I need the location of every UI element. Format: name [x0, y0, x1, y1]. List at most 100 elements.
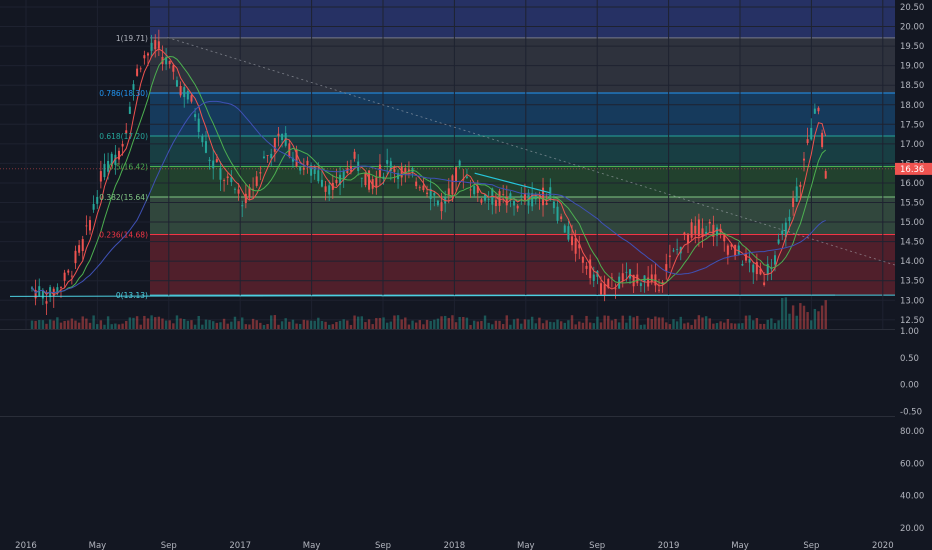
- volume-bar: [132, 317, 135, 329]
- candle-body: [328, 185, 331, 195]
- candle-body: [114, 154, 117, 165]
- volume-bar: [38, 320, 41, 329]
- candle-body: [636, 274, 639, 284]
- candle-body: [556, 206, 559, 221]
- volume-bar: [607, 315, 610, 329]
- candle-body: [429, 188, 432, 200]
- trend-lines[interactable]: [9, 37, 896, 297]
- volume-bar: [186, 320, 190, 329]
- candle-body: [581, 256, 584, 263]
- price-tick-label: 13.00: [900, 296, 924, 306]
- candle-body: [585, 265, 588, 269]
- candle-body: [813, 108, 816, 114]
- volume-bar: [523, 319, 527, 329]
- fib-level-label: 0.5(16.42): [109, 163, 148, 172]
- candle-body: [154, 40, 157, 50]
- candle-body: [476, 186, 479, 193]
- price-tick-label: 18.00: [900, 101, 924, 111]
- candle-body: [273, 138, 276, 152]
- fibonacci-labels: 1(19.71) 0.786(18.30) 0.618(17.20) 0.5(16.4…: [99, 34, 148, 300]
- candle-body: [777, 239, 780, 244]
- volume-bar: [636, 315, 639, 329]
- candle-body: [694, 225, 697, 234]
- candle-body: [364, 172, 367, 186]
- volume-bar: [157, 316, 161, 329]
- time-axis[interactable]: 2016 May Sep 2017 May Sep 2018 May Sep 2019 May Sep…: [0, 538, 932, 550]
- volume-bar: [34, 320, 37, 329]
- candle-body: [705, 231, 708, 234]
- volume-bar: [733, 323, 737, 329]
- candle-body: [386, 160, 389, 164]
- volume-bar: [168, 320, 171, 329]
- volume-bar: [367, 319, 371, 329]
- candle-body: [516, 205, 519, 209]
- volume-bar: [378, 317, 382, 329]
- price-axis[interactable]: 20.50 20.00 19.50 19.00 18.50 18.00 17.50 17.00…: [895, 0, 932, 538]
- volume-bar: [251, 318, 255, 329]
- candle-body: [255, 176, 258, 186]
- fib-zone-upper: [150, 0, 895, 38]
- rsi-pane[interactable]: [0, 416, 895, 538]
- volume-bar: [183, 319, 186, 329]
- candle-body: [676, 249, 679, 250]
- candle-body: [498, 191, 501, 206]
- candle-body: [223, 180, 226, 182]
- volume-bar: [273, 315, 277, 329]
- candle-body: [335, 179, 338, 184]
- candle-body: [281, 134, 284, 141]
- ma-medium-line: [31, 55, 827, 294]
- candle-body: [360, 177, 363, 179]
- candle-body: [469, 189, 472, 191]
- candle-body: [632, 274, 635, 287]
- volume-bar: [212, 321, 215, 329]
- volume-bar: [179, 318, 182, 329]
- candle-body: [578, 244, 581, 249]
- support-line: [9, 294, 836, 297]
- volume-bar: [646, 317, 650, 329]
- ma-slow-line: [31, 100, 826, 294]
- volume-bar: [505, 315, 508, 329]
- volume-bar: [701, 317, 704, 329]
- rsi-axis[interactable]: 80.00 60.00 40.00 20.00: [900, 427, 924, 534]
- candle-body: [172, 65, 175, 72]
- volume-bar: [324, 321, 327, 329]
- fib-zone: [150, 93, 895, 137]
- candle-body: [788, 216, 791, 221]
- fibonacci-retracement[interactable]: [150, 0, 895, 296]
- volume-bar: [117, 324, 121, 329]
- volume-bar: [146, 318, 150, 329]
- volume-bar: [364, 322, 367, 329]
- volume-bar: [414, 322, 418, 329]
- macd-tick-label: 0.50: [900, 354, 919, 364]
- volume-bar: [661, 317, 664, 329]
- candle-body: [534, 195, 537, 200]
- volume-bar: [603, 315, 606, 329]
- volume-bar: [538, 317, 541, 329]
- volume-bar: [683, 323, 686, 329]
- candle-body: [342, 170, 345, 179]
- ma-fast-line: [31, 48, 827, 296]
- macd-axis[interactable]: 1.00 0.50 0.00 -0.50: [900, 327, 922, 417]
- candle-body: [643, 275, 646, 283]
- candle-body: [378, 164, 381, 178]
- volume-bar: [628, 315, 632, 329]
- candle-body: [371, 179, 374, 189]
- candle-body: [92, 204, 95, 210]
- volume-bar: [509, 324, 512, 329]
- macd-pane[interactable]: [0, 329, 895, 416]
- volume-bar: [592, 323, 595, 329]
- candle-body: [542, 187, 545, 206]
- candle-body: [817, 107, 820, 112]
- candle-body: [70, 275, 73, 277]
- candle-body: [244, 193, 247, 204]
- volume-bar: [172, 323, 175, 329]
- candle-body: [179, 85, 182, 96]
- volume-bar: [679, 316, 682, 329]
- macd-tick-label: 0.00: [900, 381, 919, 391]
- volume-bar: [762, 323, 766, 329]
- volume-bar: [657, 317, 661, 329]
- volume-bar: [625, 322, 628, 329]
- volume-bar: [483, 315, 487, 329]
- price-pane[interactable]: 1(19.71) 0.786(18.30) 0.618(17.20) 0.5(16.4…: [0, 0, 896, 538]
- volume-bar: [712, 323, 715, 329]
